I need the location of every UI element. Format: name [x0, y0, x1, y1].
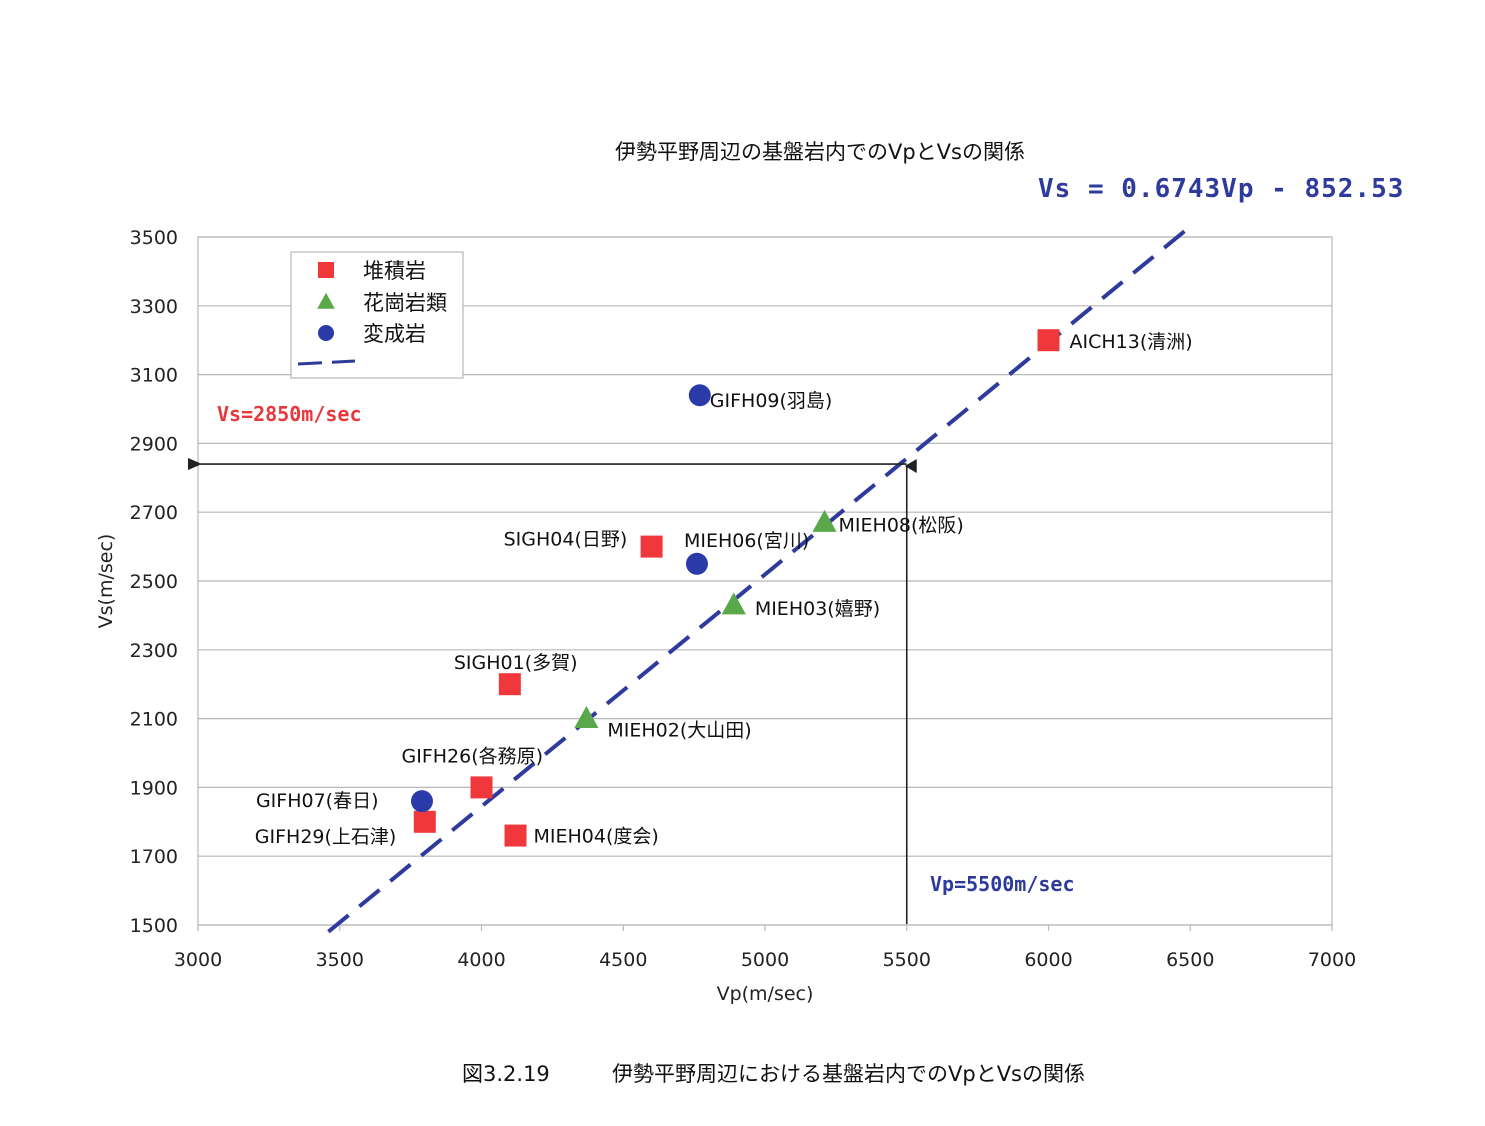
legend-marker-circle: [318, 325, 334, 341]
y-tick-label: 1500: [130, 915, 178, 937]
data-point-square: [1037, 329, 1060, 352]
legend-marker-square: [318, 262, 334, 278]
data-point-square: [413, 810, 436, 833]
y-tick-label: 2500: [130, 571, 178, 593]
data-points: [410, 329, 1060, 847]
x-tick-label: 3000: [174, 949, 222, 971]
x-tick-label: 6500: [1166, 949, 1214, 971]
legend-marker-triangle: [317, 292, 335, 309]
data-point-triangle: [812, 509, 837, 532]
regression-equation: Vs = 0.6743Vp - 852.53: [1038, 174, 1405, 204]
point-label: GIFH29(上石津): [255, 826, 397, 848]
x-tick-label: 5000: [741, 949, 789, 971]
y-tick-label: 3500: [130, 227, 178, 249]
data-point-circle: [688, 384, 711, 407]
point-label: SIGH01(多賀): [454, 652, 578, 674]
reference-arrows: [188, 458, 917, 924]
y-tick-label: 3300: [130, 296, 178, 318]
x-tick-label: 7000: [1308, 949, 1356, 971]
data-point-triangle: [721, 592, 746, 615]
legend-label: 堆積岩: [363, 259, 426, 283]
x-axis-label: Vp(m/sec): [717, 983, 814, 1005]
data-point-triangle: [574, 705, 599, 728]
x-tick-label: 4000: [457, 949, 505, 971]
vp-annotation: Vp=5500m/sec: [930, 872, 1075, 896]
y-axis-ticks: 1500 1700 1900 2100 2300 2500 2700 2900 3100 3300…: [130, 227, 178, 937]
data-point-square: [640, 535, 663, 558]
point-label: GIFH09(羽島): [710, 390, 833, 412]
x-tick-label: 6000: [1024, 949, 1072, 971]
legend-line-sample: [297, 359, 356, 366]
point-label: MIEH08(松阪): [839, 515, 964, 537]
gridlines: [198, 236, 1332, 926]
data-point-circle: [410, 790, 433, 813]
legend-label: 変成岩: [363, 322, 426, 346]
y-tick-label: 2100: [130, 709, 178, 731]
point-label: GIFH26(各務原): [402, 745, 544, 767]
point-label: SIGH04(日野): [504, 529, 628, 551]
x-tick-label: 3500: [316, 949, 364, 971]
point-label: MIEH04(度会): [534, 826, 659, 848]
y-tick-label: 2700: [130, 502, 178, 524]
caption-number: 図3.2.19: [462, 1062, 550, 1086]
caption-text: 伊勢平野周辺における基盤岩内でのVpとVsの関係: [612, 1062, 1086, 1086]
point-label: MIEH02(大山田): [607, 720, 751, 742]
data-point-circle: [685, 552, 708, 575]
figure-caption: 図3.2.19 伊勢平野周辺における基盤岩内でのVpとVsの関係: [462, 1058, 1085, 1088]
legend-label: 花崗岩類: [363, 291, 447, 315]
point-label: MIEH06(宮川): [684, 530, 809, 552]
point-label: GIFH07(春日): [256, 790, 379, 812]
x-axis-ticks: 3000 3500 4000 4500 5000 5500 6000 6500 7000: [174, 925, 1356, 971]
vs-annotation: Vs=2850m/sec: [217, 402, 362, 426]
y-tick-label: 2300: [130, 640, 178, 662]
x-tick-label: 5500: [883, 949, 931, 971]
point-label: AICH13(清洲): [1070, 331, 1193, 353]
data-point-square: [504, 824, 527, 847]
data-point-square: [470, 776, 493, 799]
y-tick-label: 2900: [130, 433, 178, 455]
x-tick-label: 4500: [599, 949, 647, 971]
data-point-square: [498, 673, 521, 696]
point-label: MIEH03(嬉野): [755, 598, 880, 620]
y-tick-label: 1900: [130, 777, 178, 799]
point-labels: SIGH04(日野) SIGH01(多賀) GIFH26(各務原) GIFH29(上石…: [255, 331, 1193, 848]
y-axis-label: Vs(m/sec): [95, 534, 117, 629]
y-tick-label: 3100: [130, 365, 178, 387]
chart-title: 伊勢平野周辺の基盤岩内でのVpとVsの関係: [614, 140, 1025, 164]
y-tick-label: 1700: [130, 846, 178, 868]
